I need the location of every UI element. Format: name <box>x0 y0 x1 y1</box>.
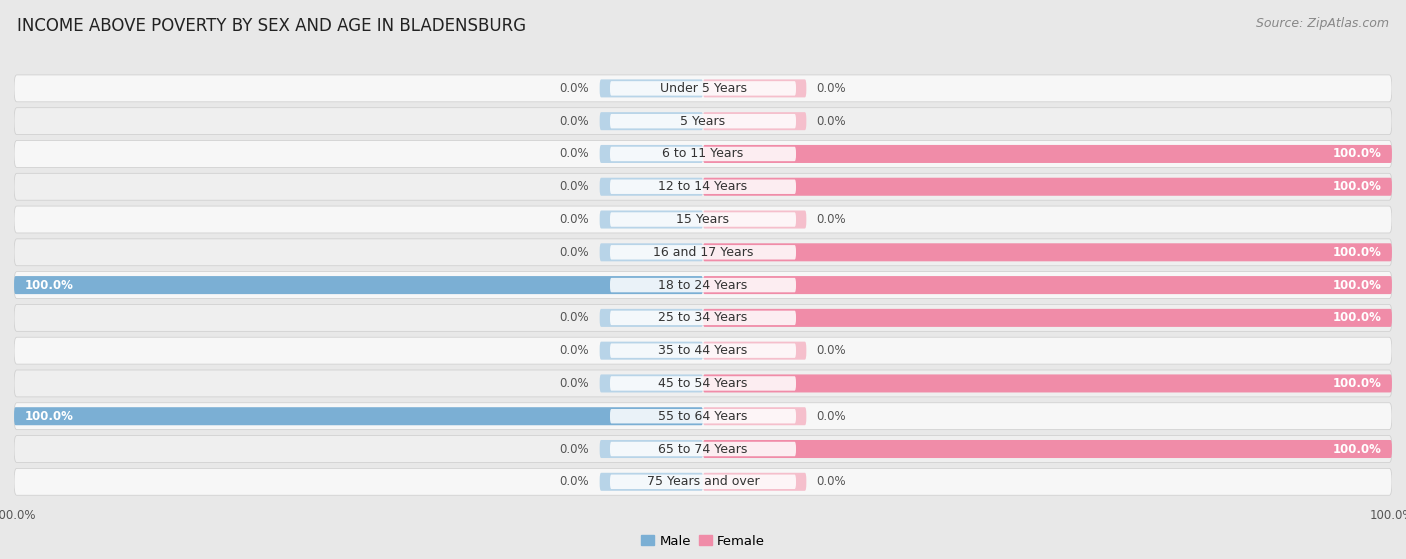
FancyBboxPatch shape <box>703 145 1392 163</box>
Text: 16 and 17 Years: 16 and 17 Years <box>652 246 754 259</box>
Text: 0.0%: 0.0% <box>560 344 589 357</box>
Text: 0.0%: 0.0% <box>560 180 589 193</box>
FancyBboxPatch shape <box>610 278 796 292</box>
FancyBboxPatch shape <box>14 305 1392 331</box>
Text: 100.0%: 100.0% <box>1333 377 1382 390</box>
FancyBboxPatch shape <box>610 376 796 391</box>
FancyBboxPatch shape <box>14 403 1392 430</box>
FancyBboxPatch shape <box>599 375 703 392</box>
FancyBboxPatch shape <box>703 473 807 491</box>
Text: 12 to 14 Years: 12 to 14 Years <box>658 180 748 193</box>
FancyBboxPatch shape <box>599 342 703 359</box>
Text: 0.0%: 0.0% <box>560 377 589 390</box>
FancyBboxPatch shape <box>599 473 703 491</box>
Text: 75 Years and over: 75 Years and over <box>647 475 759 489</box>
FancyBboxPatch shape <box>703 178 1392 196</box>
FancyBboxPatch shape <box>14 206 1392 233</box>
Text: 0.0%: 0.0% <box>817 410 846 423</box>
FancyBboxPatch shape <box>610 442 796 456</box>
FancyBboxPatch shape <box>14 75 1392 102</box>
FancyBboxPatch shape <box>14 108 1392 135</box>
FancyBboxPatch shape <box>14 276 703 294</box>
Text: 0.0%: 0.0% <box>817 82 846 95</box>
FancyBboxPatch shape <box>610 179 796 194</box>
Text: 0.0%: 0.0% <box>560 82 589 95</box>
FancyBboxPatch shape <box>703 309 1392 327</box>
Text: 0.0%: 0.0% <box>560 213 589 226</box>
Text: 65 to 74 Years: 65 to 74 Years <box>658 443 748 456</box>
FancyBboxPatch shape <box>610 114 796 129</box>
FancyBboxPatch shape <box>703 211 807 229</box>
Text: 100.0%: 100.0% <box>24 410 73 423</box>
FancyBboxPatch shape <box>610 343 796 358</box>
FancyBboxPatch shape <box>599 178 703 196</box>
FancyBboxPatch shape <box>599 79 703 97</box>
Text: 0.0%: 0.0% <box>817 475 846 489</box>
Text: 18 to 24 Years: 18 to 24 Years <box>658 278 748 292</box>
FancyBboxPatch shape <box>703 112 807 130</box>
Text: 55 to 64 Years: 55 to 64 Years <box>658 410 748 423</box>
FancyBboxPatch shape <box>703 407 807 425</box>
FancyBboxPatch shape <box>599 243 703 261</box>
FancyBboxPatch shape <box>703 375 1392 392</box>
FancyBboxPatch shape <box>610 212 796 227</box>
Text: 100.0%: 100.0% <box>1333 278 1382 292</box>
FancyBboxPatch shape <box>599 112 703 130</box>
FancyBboxPatch shape <box>14 407 703 425</box>
FancyBboxPatch shape <box>599 440 703 458</box>
FancyBboxPatch shape <box>14 272 1392 299</box>
Text: 25 to 34 Years: 25 to 34 Years <box>658 311 748 324</box>
FancyBboxPatch shape <box>599 211 703 229</box>
Text: 100.0%: 100.0% <box>1333 246 1382 259</box>
Text: 6 to 11 Years: 6 to 11 Years <box>662 148 744 160</box>
Text: 100.0%: 100.0% <box>1333 311 1382 324</box>
Text: Source: ZipAtlas.com: Source: ZipAtlas.com <box>1256 17 1389 30</box>
Text: INCOME ABOVE POVERTY BY SEX AND AGE IN BLADENSBURG: INCOME ABOVE POVERTY BY SEX AND AGE IN B… <box>17 17 526 35</box>
Text: 0.0%: 0.0% <box>817 344 846 357</box>
Text: 0.0%: 0.0% <box>560 311 589 324</box>
Text: 5 Years: 5 Years <box>681 115 725 127</box>
Text: 100.0%: 100.0% <box>1333 443 1382 456</box>
FancyBboxPatch shape <box>703 243 1392 261</box>
Text: Under 5 Years: Under 5 Years <box>659 82 747 95</box>
FancyBboxPatch shape <box>14 239 1392 266</box>
FancyBboxPatch shape <box>610 245 796 259</box>
FancyBboxPatch shape <box>14 173 1392 200</box>
Text: 0.0%: 0.0% <box>817 213 846 226</box>
Text: 100.0%: 100.0% <box>1333 148 1382 160</box>
Text: 0.0%: 0.0% <box>560 115 589 127</box>
Text: 45 to 54 Years: 45 to 54 Years <box>658 377 748 390</box>
FancyBboxPatch shape <box>703 79 807 97</box>
FancyBboxPatch shape <box>14 435 1392 462</box>
FancyBboxPatch shape <box>14 337 1392 364</box>
FancyBboxPatch shape <box>14 370 1392 397</box>
Text: 0.0%: 0.0% <box>560 246 589 259</box>
FancyBboxPatch shape <box>610 147 796 161</box>
FancyBboxPatch shape <box>599 309 703 327</box>
FancyBboxPatch shape <box>610 475 796 489</box>
FancyBboxPatch shape <box>703 276 1392 294</box>
Text: 0.0%: 0.0% <box>560 443 589 456</box>
Text: 0.0%: 0.0% <box>560 475 589 489</box>
Text: 0.0%: 0.0% <box>817 115 846 127</box>
FancyBboxPatch shape <box>14 140 1392 167</box>
Text: 0.0%: 0.0% <box>560 148 589 160</box>
FancyBboxPatch shape <box>610 311 796 325</box>
FancyBboxPatch shape <box>610 81 796 96</box>
Legend: Male, Female: Male, Female <box>636 529 770 553</box>
Text: 35 to 44 Years: 35 to 44 Years <box>658 344 748 357</box>
FancyBboxPatch shape <box>703 440 1392 458</box>
FancyBboxPatch shape <box>703 342 807 359</box>
Text: 100.0%: 100.0% <box>24 278 73 292</box>
Text: 100.0%: 100.0% <box>1333 180 1382 193</box>
FancyBboxPatch shape <box>599 145 703 163</box>
FancyBboxPatch shape <box>14 468 1392 495</box>
Text: 15 Years: 15 Years <box>676 213 730 226</box>
FancyBboxPatch shape <box>610 409 796 423</box>
